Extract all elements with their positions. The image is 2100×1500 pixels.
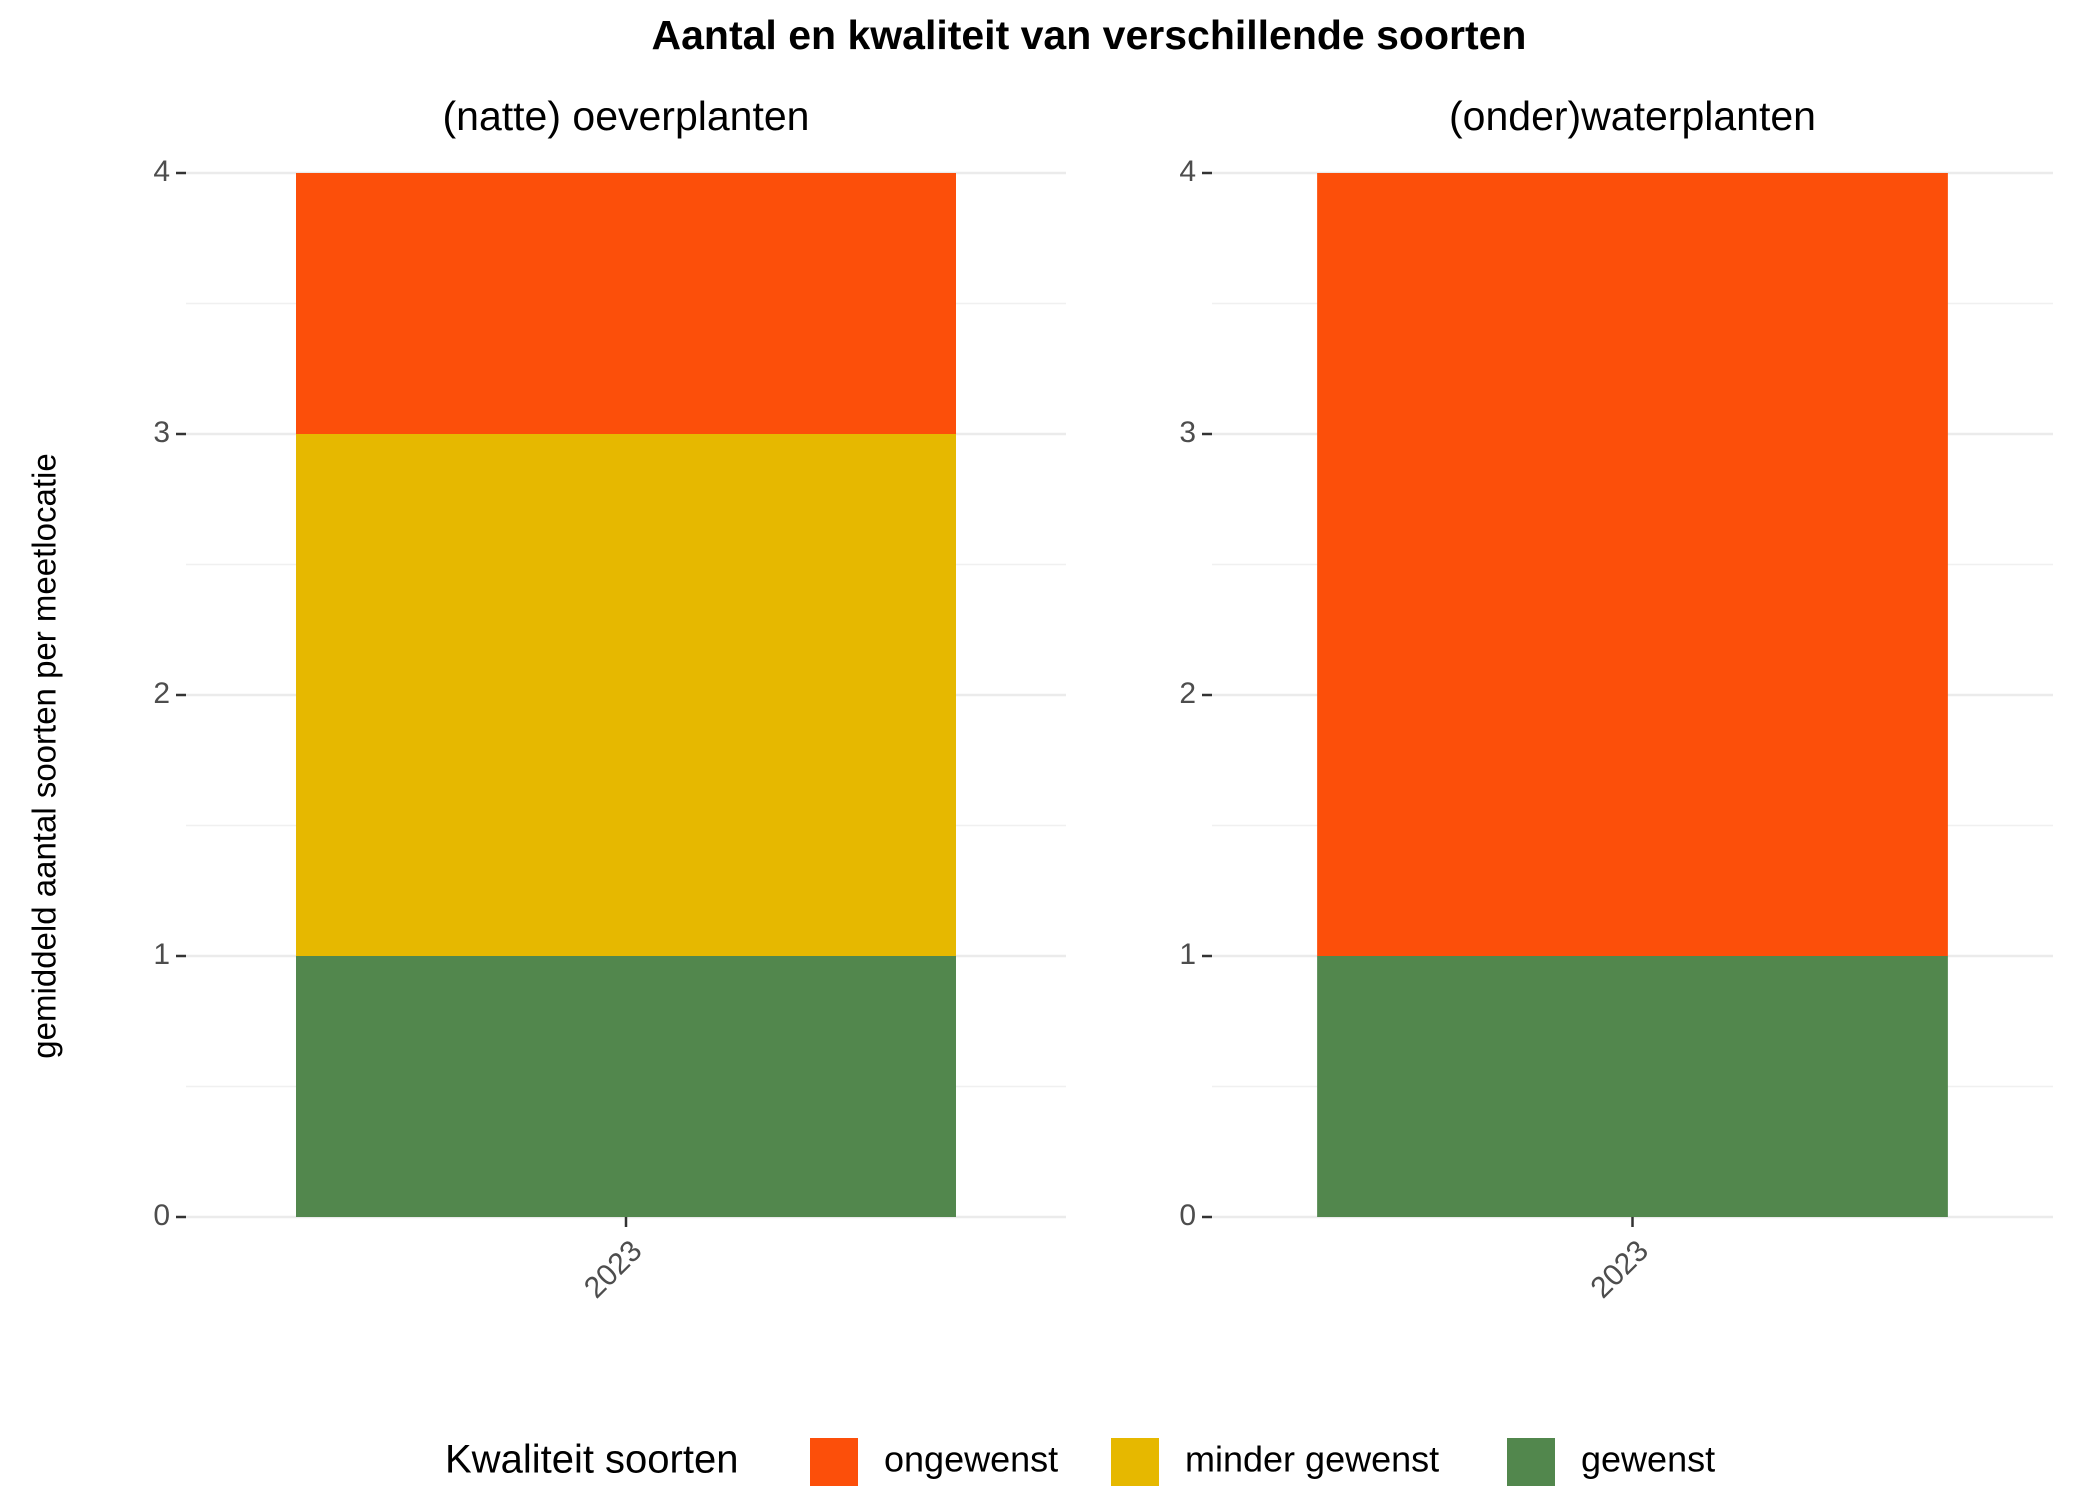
legend-title: Kwaliteit soorten xyxy=(445,1438,738,1482)
panel-title: (onder)waterplanten xyxy=(1449,93,1816,139)
bar-segment xyxy=(296,956,956,1217)
y-tick-label: 3 xyxy=(153,416,170,449)
y-tick-label: 4 xyxy=(1179,155,1196,188)
y-tick-label: 3 xyxy=(1179,416,1196,449)
y-tick-label: 1 xyxy=(1179,938,1196,971)
legend-label: ongewenst xyxy=(884,1439,1058,1480)
legend-label: gewenst xyxy=(1581,1439,1715,1480)
y-tick-label: 4 xyxy=(153,155,170,188)
x-tick-label: 2023 xyxy=(1585,1234,1656,1305)
bar-segment xyxy=(1317,173,1948,956)
bar-segment xyxy=(296,173,956,434)
y-axis-label: gemiddeld aantal soorten per meetlocatie xyxy=(26,453,63,1058)
y-tick-label: 1 xyxy=(153,938,170,971)
bar-segment xyxy=(296,434,956,956)
legend-swatch xyxy=(1507,1438,1555,1486)
y-tick-label: 0 xyxy=(1179,1199,1196,1232)
legend-label: minder gewenst xyxy=(1185,1439,1439,1480)
chart-title: Aantal en kwaliteit van verschillende so… xyxy=(652,12,1527,58)
panel-title: (natte) oeverplanten xyxy=(443,93,810,139)
y-tick-label: 2 xyxy=(1179,677,1196,710)
legend-swatch xyxy=(810,1438,858,1486)
y-tick-label: 2 xyxy=(153,677,170,710)
y-tick-label: 0 xyxy=(153,1199,170,1232)
legend-swatch xyxy=(1111,1438,1159,1486)
x-tick-label: 2023 xyxy=(578,1234,649,1305)
bar-segment xyxy=(1317,956,1948,1217)
